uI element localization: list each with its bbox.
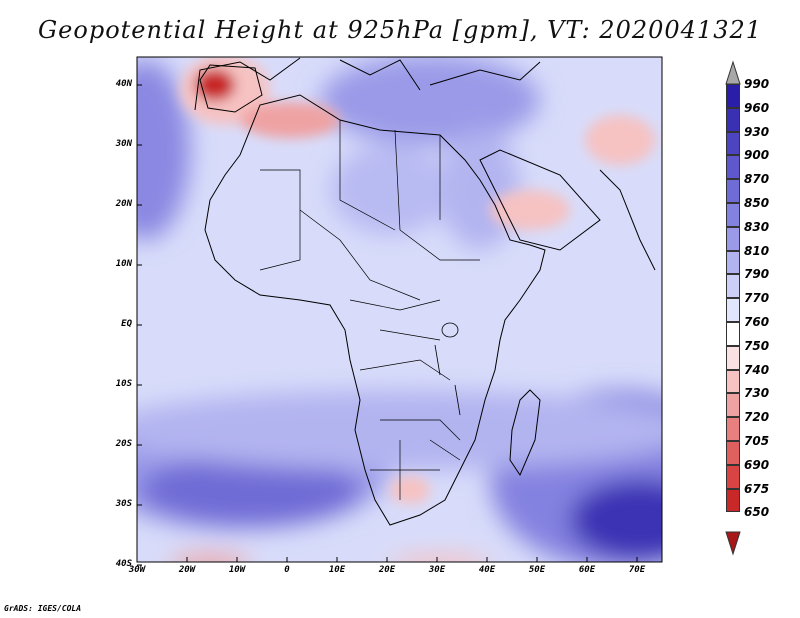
madagascar-coastline bbox=[509, 389, 541, 477]
colorbar-label: 675 bbox=[744, 481, 770, 496]
india-coastline bbox=[599, 169, 656, 271]
central-africa-borders bbox=[349, 299, 461, 441]
lon-tick-label: 30W bbox=[128, 565, 146, 575]
colorbar-swatch bbox=[726, 84, 740, 108]
lon-tick-label: 50E bbox=[528, 565, 546, 575]
lon-tick-label: 20E bbox=[378, 565, 396, 575]
lon-tick-label: 40E bbox=[478, 565, 496, 575]
colorbar-swatch bbox=[726, 131, 740, 156]
lat-tick-label: 20S bbox=[115, 439, 132, 449]
southern-africa-borders bbox=[370, 439, 461, 500]
sea-pink-south bbox=[392, 555, 488, 562]
colorbar-label: 730 bbox=[744, 386, 770, 401]
plot-frame bbox=[136, 56, 663, 563]
colorbar-label: 650 bbox=[744, 505, 770, 520]
colorbar-label: 740 bbox=[744, 362, 770, 377]
colorbar-swatch bbox=[726, 369, 740, 394]
colorbar-swatch bbox=[726, 464, 740, 489]
north-africa-low bbox=[240, 102, 340, 138]
lon-tick-label: 20W bbox=[178, 565, 196, 575]
chart-title: Geopotential Height at 925hPa [gpm], VT:… bbox=[38, 16, 762, 44]
colorbar-swatch bbox=[726, 155, 740, 180]
colorbar-swatch bbox=[726, 488, 740, 513]
lon-tick-label: 70E bbox=[628, 565, 646, 575]
colorbar-arrows bbox=[725, 60, 741, 556]
north-africa-borders bbox=[259, 120, 480, 301]
lake-tanganyika bbox=[434, 344, 441, 376]
lon-tick-label: 30E bbox=[428, 565, 446, 575]
colorbar-swatch bbox=[726, 250, 740, 275]
kalahari-low bbox=[390, 476, 430, 504]
colorbar-label: 930 bbox=[744, 124, 770, 139]
axis-ticks bbox=[136, 84, 638, 566]
arabia-coastline bbox=[479, 149, 601, 251]
colorbar-swatch bbox=[726, 345, 740, 370]
north-atlantic-high bbox=[137, 60, 190, 240]
colorbar-swatch bbox=[726, 274, 740, 299]
lat-tick-label: 40S bbox=[115, 559, 132, 569]
lon-tick-label: 60E bbox=[578, 565, 596, 575]
footer-credit: GrADS: IGES/COLA bbox=[4, 604, 82, 613]
high-pressure-fields bbox=[137, 57, 662, 562]
colorbar-swatch bbox=[726, 322, 740, 346]
colorbar-swatch bbox=[726, 203, 740, 227]
lat-tick-label: 30S bbox=[115, 499, 132, 509]
colorbar-swatch bbox=[726, 298, 740, 322]
lat-tick-label: 10S bbox=[115, 379, 132, 389]
colorbar-label: 900 bbox=[744, 148, 770, 163]
colorbar-swatch bbox=[726, 417, 740, 441]
europe-coastline bbox=[194, 57, 541, 111]
colorbar-swatch bbox=[726, 441, 740, 465]
arabia-west-high bbox=[440, 130, 520, 250]
sea-pink-southwest bbox=[171, 555, 249, 562]
lake-malawi bbox=[454, 384, 461, 416]
africa-coastline bbox=[204, 94, 546, 526]
colorbar-bottom-arrow bbox=[725, 531, 741, 556]
colorbar-label: 760 bbox=[744, 315, 770, 329]
lat-tick-label: 20N bbox=[115, 199, 132, 209]
colorbar-swatch bbox=[726, 226, 740, 251]
coastlines bbox=[194, 57, 656, 526]
colorbar-label: 960 bbox=[744, 100, 770, 115]
pakistan-low bbox=[585, 115, 655, 165]
iberia-low bbox=[195, 69, 235, 101]
lakes bbox=[434, 322, 461, 416]
colorbar-label: 830 bbox=[744, 219, 770, 234]
lon-tick-label: 10W bbox=[228, 565, 246, 575]
south-atlantic-high bbox=[140, 455, 360, 525]
colorbar-label: 790 bbox=[744, 267, 770, 282]
colorbar-label: 705 bbox=[744, 434, 770, 448]
lon-tick-label: 10E bbox=[328, 565, 346, 575]
lat-tick-label: 10N bbox=[115, 259, 132, 269]
south-indian-high bbox=[570, 480, 662, 560]
colorbar-label: 870 bbox=[744, 172, 770, 187]
colorbar-top-arrow bbox=[725, 60, 741, 85]
lat-tick-label: 40N bbox=[115, 79, 132, 89]
country-borders bbox=[259, 120, 480, 500]
arabia-low bbox=[490, 190, 570, 230]
colorbar: 990 960 930 900 870 850 830 810 790 770 760 750 740 7… bbox=[722, 58, 800, 558]
mediterranean-high bbox=[320, 57, 540, 145]
colorbar-label: 720 bbox=[744, 410, 770, 425]
lon-tick-label: 0 bbox=[284, 565, 290, 575]
colorbar-swatch bbox=[726, 107, 740, 132]
colorbar-swatch bbox=[726, 179, 740, 203]
colorbar-label: 810 bbox=[744, 243, 770, 258]
lat-tick-label: EQ bbox=[121, 319, 132, 329]
colorbar-label: 990 bbox=[744, 77, 770, 91]
colorbar-label: 690 bbox=[744, 457, 770, 472]
colorbar-label: 770 bbox=[744, 291, 770, 306]
iberia-coastline bbox=[199, 64, 263, 113]
lat-tick-label: 30N bbox=[115, 139, 132, 149]
colorbar-swatch bbox=[726, 393, 740, 418]
colorbar-label: 750 bbox=[744, 338, 770, 353]
colorbar-label: 850 bbox=[744, 196, 770, 210]
lake-victoria bbox=[441, 322, 459, 338]
sahara-high bbox=[330, 145, 450, 235]
